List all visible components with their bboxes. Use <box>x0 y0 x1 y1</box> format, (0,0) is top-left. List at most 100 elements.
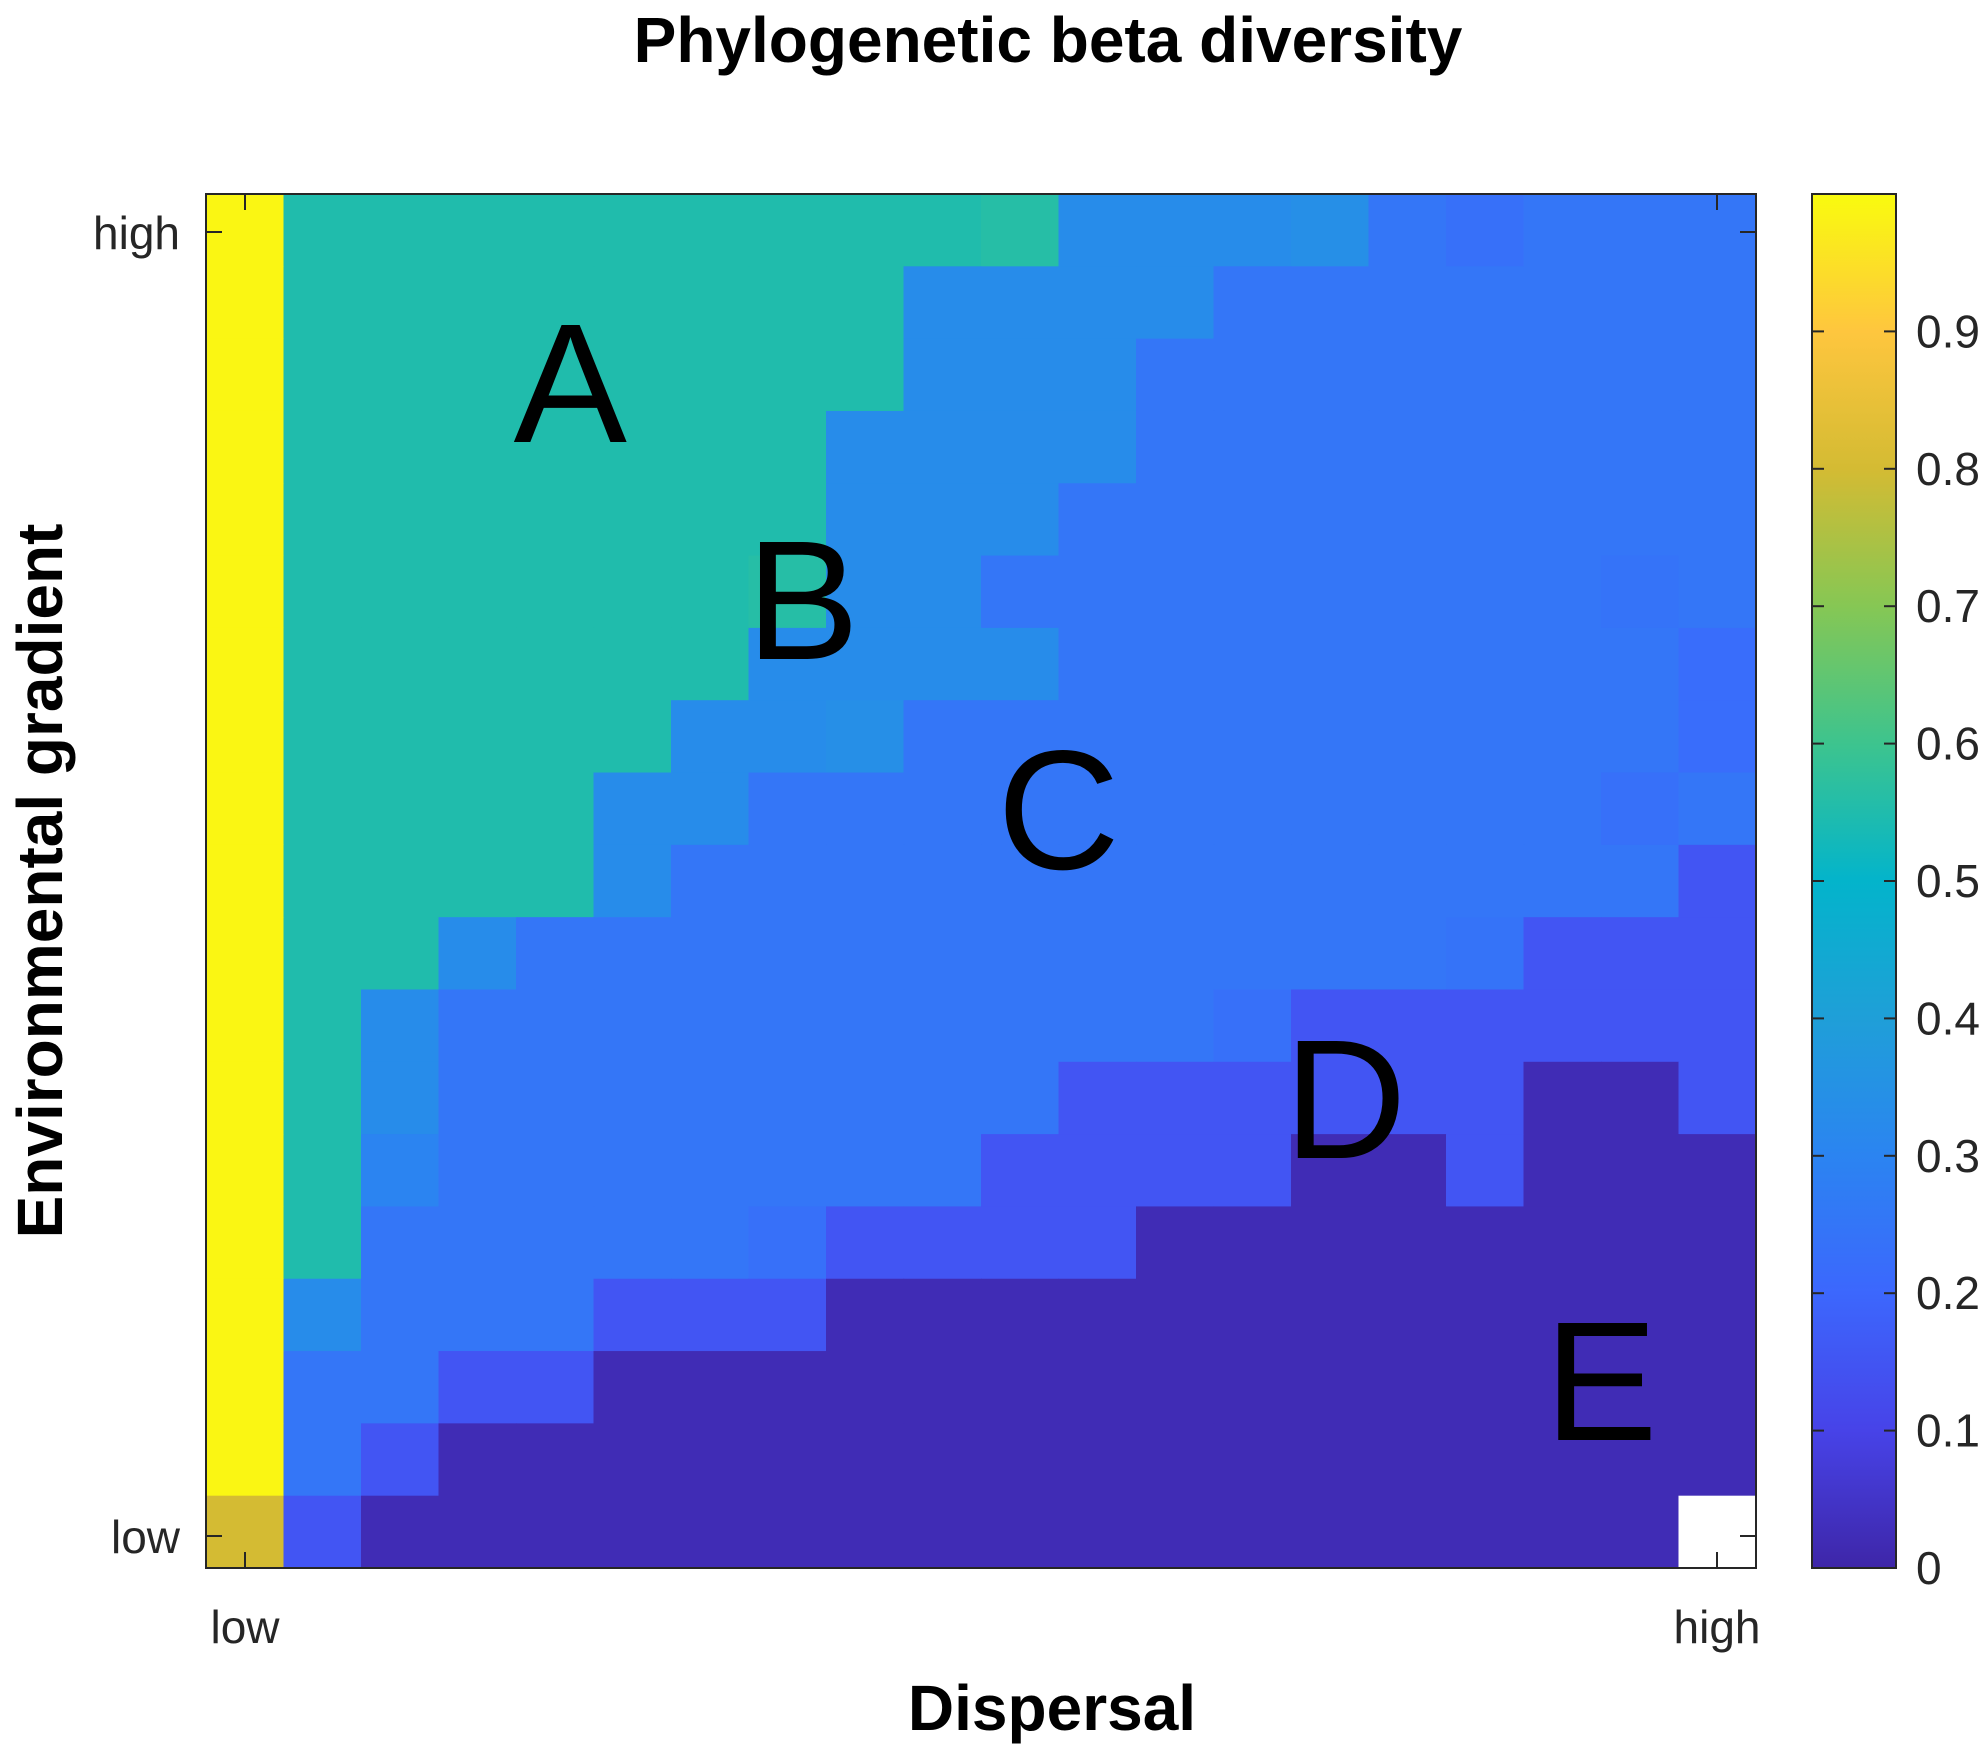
heatmap-cell <box>826 338 905 412</box>
heatmap-cell <box>361 700 440 774</box>
heatmap-cell <box>1368 1351 1447 1424</box>
heatmap-cell <box>361 266 440 340</box>
heatmap-cell <box>593 700 672 774</box>
heatmap-cell <box>1291 1278 1370 1352</box>
heatmap-cell <box>516 1351 595 1424</box>
heatmap-cell <box>826 483 905 557</box>
heatmap-cell <box>516 1134 595 1208</box>
heatmap-cell <box>1446 844 1525 918</box>
heatmap-cell <box>748 555 827 629</box>
heatmap-cell <box>1678 989 1757 1063</box>
heatmap-cell <box>1523 1061 1602 1135</box>
heatmap-cell <box>903 627 982 701</box>
heatmap-cell <box>438 1061 517 1135</box>
heatmap-cell <box>1213 1061 1292 1135</box>
heatmap-cell <box>1446 1206 1525 1280</box>
heatmap-cell <box>1601 627 1680 701</box>
heatmap-cell <box>826 989 905 1063</box>
heatmap-cell <box>1446 772 1525 846</box>
heatmap-cell <box>903 1495 982 1569</box>
heatmap-cell <box>438 700 517 774</box>
heatmap-cell <box>1136 1061 1215 1135</box>
heatmap-cell <box>1601 844 1680 918</box>
heatmap-cell <box>748 1061 827 1135</box>
heatmap-cell <box>981 266 1060 340</box>
heatmap-cell <box>748 772 827 846</box>
heatmap-cell <box>1291 1206 1370 1280</box>
heatmap-cell <box>826 1495 905 1569</box>
heatmap-cell <box>826 1351 905 1424</box>
heatmap-cell <box>1213 266 1292 340</box>
heatmap-cell <box>826 1061 905 1135</box>
heatmap-cell <box>903 772 982 846</box>
heatmap-cell <box>981 1278 1060 1352</box>
heatmap-cell <box>1523 1206 1602 1280</box>
heatmap-cell <box>1601 700 1680 774</box>
y-tick-low: low <box>111 1511 181 1563</box>
heatmap-cell <box>206 410 285 484</box>
heatmap-cell <box>903 1351 982 1424</box>
heatmap-cell <box>981 1423 1060 1497</box>
heatmap-cell <box>1291 989 1370 1063</box>
heatmap-cell <box>1678 1351 1757 1424</box>
heatmap-cell <box>206 1206 285 1280</box>
heatmap-cell <box>1058 483 1137 557</box>
heatmap-cell <box>1291 1495 1370 1569</box>
heatmap-cell <box>903 194 982 267</box>
heatmap-cell <box>1136 700 1215 774</box>
heatmap-cell <box>593 555 672 629</box>
heatmap-cell <box>748 1278 827 1352</box>
plot-frame <box>205 193 1757 1569</box>
heatmap-cell <box>1136 194 1215 267</box>
heatmap-cell <box>671 410 750 484</box>
heatmap-cell <box>748 338 827 412</box>
heatmap-cell <box>1136 989 1215 1063</box>
heatmap-cell <box>283 844 362 918</box>
heatmap-cell <box>593 266 672 340</box>
region-label-b: B <box>746 506 859 696</box>
heatmap-cell <box>438 1206 517 1280</box>
heatmap-cell <box>1291 338 1370 412</box>
heatmap-cell <box>1058 1061 1137 1135</box>
heatmap-cell <box>438 1495 517 1569</box>
heatmap-cell <box>981 1206 1060 1280</box>
heatmap-cell <box>1523 1423 1602 1497</box>
heatmap-cell <box>1523 1278 1602 1352</box>
heatmap-cell <box>1368 917 1447 991</box>
tick-marks <box>206 194 1756 1568</box>
heatmap-cell <box>283 1495 362 1569</box>
heatmap-cell <box>1213 700 1292 774</box>
heatmap-cell <box>516 1423 595 1497</box>
heatmap-cell <box>1446 266 1525 340</box>
heatmap-cell <box>903 1206 982 1280</box>
heatmap-cell <box>671 483 750 557</box>
heatmap-cell <box>748 1495 827 1569</box>
heatmap-cell <box>1213 917 1292 991</box>
heatmap-cell <box>748 989 827 1063</box>
heatmap-cell <box>1291 266 1370 340</box>
heatmap-cell <box>206 627 285 701</box>
heatmap-cell <box>1136 1206 1215 1280</box>
heatmap-cell <box>1368 483 1447 557</box>
heatmap-cell <box>206 1061 285 1135</box>
heatmap-cell <box>1446 194 1525 267</box>
heatmap-cell <box>1523 700 1602 774</box>
heatmap-cell <box>671 1495 750 1569</box>
heatmap-cell <box>1523 1495 1602 1569</box>
heatmap-cell <box>1601 1495 1680 1569</box>
heatmap-cell <box>516 1495 595 1569</box>
heatmap-cell <box>1136 1351 1215 1424</box>
heatmap-cell <box>903 338 982 412</box>
heatmap-cell <box>283 1206 362 1280</box>
heatmap-cell <box>283 989 362 1063</box>
heatmap-cell <box>283 1061 362 1135</box>
heatmap-cell <box>1213 338 1292 412</box>
heatmap-cell <box>1368 1278 1447 1352</box>
heatmap-cell <box>1213 1134 1292 1208</box>
heatmap-cell <box>748 700 827 774</box>
heatmap-cell <box>748 194 827 267</box>
heatmap-cell <box>438 1351 517 1424</box>
heatmap-cell <box>748 266 827 340</box>
heatmap-cell <box>438 1134 517 1208</box>
